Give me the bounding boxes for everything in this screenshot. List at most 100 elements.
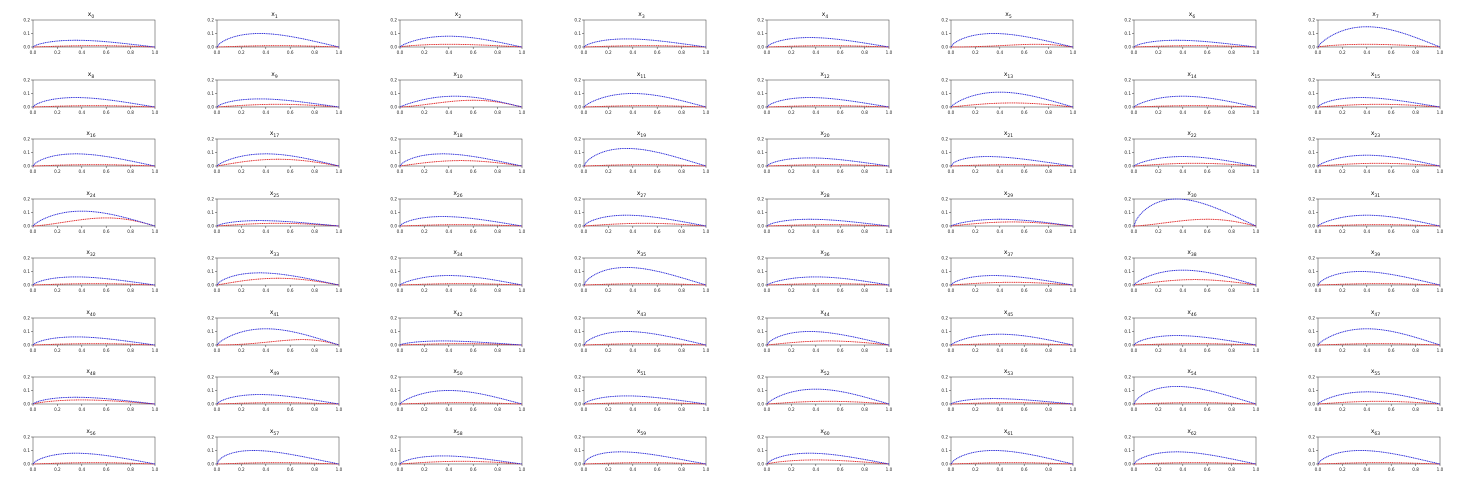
x-tick-label: 0.8 — [1412, 110, 1419, 115]
y-tick-label: 0.0 — [941, 164, 948, 169]
x-tick-label: 1.0 — [1253, 50, 1260, 55]
x-tick-label: 0.8 — [1045, 229, 1052, 234]
x-tick-label: 0.0 — [213, 169, 220, 174]
x-tick-label: 0.2 — [1339, 288, 1346, 293]
x-tick-label: 0.4 — [996, 407, 1003, 412]
x-tick-label: 0.6 — [286, 50, 293, 55]
x-tick-label: 0.0 — [580, 407, 587, 412]
x-tick-label: 0.8 — [494, 229, 501, 234]
y-tick-label: 0.2 — [1308, 375, 1315, 380]
x-tick-label: 0.4 — [78, 229, 85, 234]
axes-frame — [951, 318, 1073, 345]
axes-frame — [1134, 318, 1256, 345]
y-tick-label: 0.1 — [23, 31, 30, 36]
x-tick-label: 0.2 — [421, 288, 428, 293]
x-tick-label: 0.6 — [1204, 467, 1211, 472]
x-tick-label: 0.6 — [837, 110, 844, 115]
y-tick-label: 0.0 — [1124, 461, 1131, 466]
y-tick-label: 0.2 — [390, 77, 397, 82]
y-tick-label: 0.1 — [757, 150, 764, 155]
upper-curve — [767, 389, 889, 404]
x-tick-label: 0.4 — [1363, 169, 1370, 174]
x-tick-label: 0.6 — [1387, 169, 1394, 174]
y-tick-label: 0.1 — [23, 269, 30, 274]
lower-curve — [217, 278, 339, 285]
x-tick-label: 0.8 — [311, 169, 318, 174]
x-tick-label: 0.8 — [311, 229, 318, 234]
x-tick-label: 0.2 — [54, 50, 61, 55]
x-tick-label: 1.0 — [1069, 407, 1076, 412]
y-tick-label: 0.1 — [1124, 210, 1131, 215]
x-tick-label: 0.8 — [1228, 288, 1235, 293]
upper-curve — [951, 157, 1073, 166]
x-tick-label: 0.4 — [262, 110, 269, 115]
x-tick-label: 1.0 — [702, 50, 709, 55]
axes-frame — [400, 80, 522, 107]
x-tick-label: 0.0 — [1131, 467, 1138, 472]
x-tick-label: 0.2 — [238, 348, 245, 353]
y-tick-label: 0.1 — [941, 31, 948, 36]
x-tick-label: 0.0 — [947, 169, 954, 174]
axes-frame — [584, 437, 706, 464]
y-tick-label: 0.2 — [207, 18, 214, 23]
x-tick-label: 0.8 — [678, 169, 685, 174]
x-tick-label: 0.4 — [629, 467, 636, 472]
y-tick-label: 0.2 — [757, 256, 764, 261]
y-tick-label: 0.1 — [941, 210, 948, 215]
x-tick-label: 1.0 — [1069, 288, 1076, 293]
x-tick-label: 0.0 — [764, 110, 771, 115]
y-tick-label: 0.2 — [1308, 137, 1315, 142]
y-tick-label: 0.0 — [1308, 283, 1315, 288]
y-tick-label: 0.0 — [941, 402, 948, 407]
lower-curve — [1318, 104, 1440, 107]
y-tick-label: 0.1 — [757, 31, 764, 36]
y-tick-label: 0.0 — [390, 164, 397, 169]
lower-curve — [217, 339, 339, 344]
y-tick-label: 0.0 — [23, 45, 30, 50]
x-tick-label: 0.0 — [580, 467, 587, 472]
upper-curve — [33, 397, 155, 404]
x-tick-label: 0.2 — [238, 110, 245, 115]
x-tick-label: 0.4 — [445, 169, 452, 174]
y-tick-label: 0.0 — [23, 283, 30, 288]
x-tick-label: 0.0 — [397, 288, 404, 293]
x-tick-label: 0.2 — [1339, 110, 1346, 115]
x-tick-label: 0.2 — [54, 169, 61, 174]
axes-frame — [1134, 258, 1256, 285]
x-tick-label: 0.0 — [213, 229, 220, 234]
x-tick-label: 0.2 — [1155, 348, 1162, 353]
y-tick-label: 0.0 — [1308, 461, 1315, 466]
x-tick-label: 0.0 — [764, 288, 771, 293]
x-tick-label: 0.8 — [1045, 288, 1052, 293]
x-tick-label: 0.6 — [1387, 110, 1394, 115]
x-tick-label: 0.4 — [996, 169, 1003, 174]
lower-curve — [1318, 44, 1440, 47]
y-tick-label: 0.1 — [1124, 31, 1131, 36]
x-tick-label: 0.0 — [764, 467, 771, 472]
upper-curve — [767, 453, 889, 464]
x-tick-label: 0.6 — [1020, 407, 1027, 412]
x-tick-label: 0.2 — [972, 348, 979, 353]
x-tick-label: 0.0 — [1314, 50, 1321, 55]
axes-frame — [33, 199, 155, 226]
x-tick-label: 0.2 — [421, 50, 428, 55]
x-tick-label: 1.0 — [335, 169, 342, 174]
upper-curve — [951, 450, 1073, 464]
x-tick-label: 0.8 — [494, 50, 501, 55]
x-tick-label: 0.6 — [103, 348, 110, 353]
